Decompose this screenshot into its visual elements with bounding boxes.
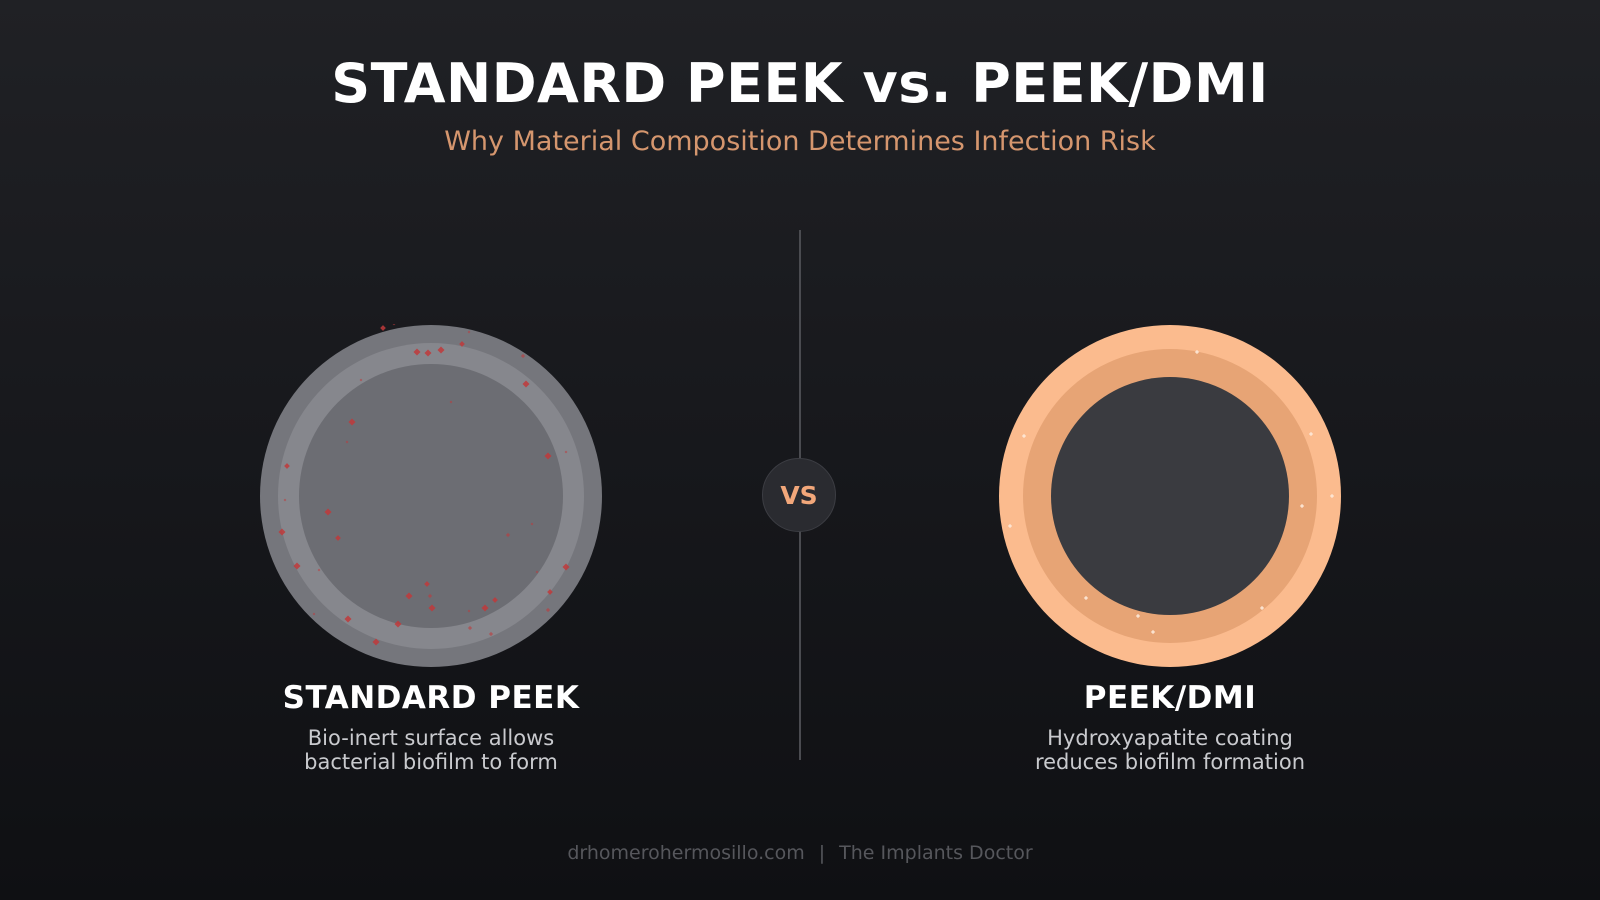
vs-label: VS	[780, 480, 818, 510]
bacteria-dot	[392, 324, 396, 326]
bacteria-dot	[335, 535, 341, 541]
peek-dmi-disc	[998, 324, 1342, 668]
bacteria-dot	[345, 440, 349, 444]
standard-peek-description-line1: Bio-inert surface allows	[307, 726, 555, 750]
page-title: STANDARD PEEK vs. PEEK/DMI	[331, 52, 1269, 115]
bacteria-biofilm-icon	[278, 324, 570, 646]
standard-peek-label: STANDARD PEEK	[282, 680, 580, 716]
bacteria-dot	[564, 450, 568, 454]
bacteria-dot	[522, 380, 530, 388]
bacteria-dot	[544, 452, 552, 460]
bacteria-dot	[424, 581, 430, 587]
bacteria-dot	[547, 589, 553, 595]
footer-tagline: The Implants Doctor	[839, 842, 1033, 864]
bacteria-dot	[324, 508, 332, 516]
bacteria-dot	[562, 563, 570, 571]
bacteria-dot	[317, 568, 321, 572]
standard-peek-disc-graphic	[260, 324, 602, 667]
footer-separator: |	[818, 842, 826, 864]
peek-dmi-label: PEEK/DMI	[1083, 680, 1257, 716]
bacteria-dot	[437, 346, 445, 354]
bacteria-dot	[372, 638, 380, 646]
sparkle-dot	[1259, 605, 1265, 611]
bacteria-dot	[359, 378, 363, 382]
bacteria-dot	[394, 620, 402, 628]
bacteria-dot	[348, 418, 356, 426]
bacteria-dot	[467, 609, 471, 613]
bacteria-dot	[278, 528, 286, 536]
bacteria-dot	[535, 570, 539, 574]
bacteria-dot	[428, 604, 436, 612]
bacteria-dot	[312, 612, 316, 616]
standard-peek-core	[299, 364, 563, 628]
bacteria-dot	[424, 349, 432, 357]
footer: drhomerohermosillo.com | The Implants Doct…	[0, 842, 1600, 864]
peek-dmi-description-line1: Hydroxyapatite coating	[1047, 726, 1293, 750]
bacteria-dot	[492, 597, 498, 603]
bacteria-dot	[283, 498, 287, 502]
peek-dmi-disc-graphic	[999, 325, 1341, 667]
standard-peek-disc	[259, 324, 603, 668]
peek-dmi-description: Hydroxyapatite coating reduces biofilm f…	[920, 726, 1420, 774]
bacteria-dot	[413, 348, 421, 356]
bacteria-dot	[293, 562, 301, 570]
bacteria-dot	[344, 615, 352, 623]
bacteria-dot	[481, 604, 489, 612]
peek-dmi-description-line2: reduces biofilm formation	[1034, 750, 1306, 774]
standard-peek-description: Bio-inert surface allows bacterial biofi…	[181, 726, 681, 774]
bacteria-dot	[380, 325, 386, 331]
footer-site: drhomerohermosillo.com	[567, 842, 805, 864]
bacteria-dot	[530, 522, 534, 526]
standard-peek-description-line2: bacterial biofilm to form	[304, 750, 558, 774]
bacteria-dot	[467, 330, 471, 334]
page-subtitle: Why Material Composition Determines Infe…	[444, 126, 1156, 157]
peek-dmi-core	[1051, 377, 1289, 615]
vs-badge: VS	[762, 458, 836, 532]
bacteria-dot	[449, 400, 453, 404]
bacteria-dot	[545, 607, 551, 613]
bacteria-dot	[405, 592, 413, 600]
